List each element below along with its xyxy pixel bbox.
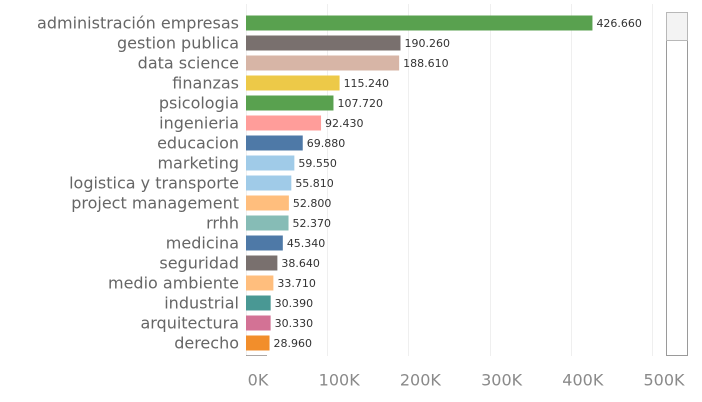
bar-10[interactable] bbox=[246, 215, 289, 231]
category-label-1: gestion publica bbox=[117, 34, 239, 53]
category-label-14: industrial bbox=[164, 294, 239, 313]
x-tick-label-3: 300K bbox=[481, 371, 523, 390]
x-tick-label-2: 200K bbox=[400, 371, 442, 390]
category-label-2: data science bbox=[138, 54, 239, 73]
category-label-3: finanzas bbox=[172, 74, 239, 93]
bar-11[interactable] bbox=[246, 235, 283, 251]
category-label-5: ingenieria bbox=[159, 114, 239, 133]
category-label-12: seguridad bbox=[159, 254, 239, 273]
value-labels: 426.660 190.260 188.610 115.240 107.720 92.43… bbox=[274, 17, 642, 350]
scrollbar-thumb[interactable] bbox=[666, 12, 688, 41]
bar-0[interactable] bbox=[246, 15, 593, 31]
x-axis-ticks: 0K 100K 200K 300K 400K 500K bbox=[248, 371, 685, 390]
scrollbar-track[interactable] bbox=[666, 12, 688, 356]
value-label-2: 188.610 bbox=[403, 57, 449, 70]
value-label-4: 107.720 bbox=[337, 97, 383, 110]
bar-7[interactable] bbox=[246, 155, 295, 171]
value-label-16: 28.960 bbox=[274, 337, 313, 350]
bar-9[interactable] bbox=[246, 195, 289, 211]
value-label-10: 52.370 bbox=[293, 217, 332, 230]
category-label-11: medicina bbox=[166, 234, 239, 253]
value-label-3: 115.240 bbox=[344, 77, 390, 90]
category-label-0: administración empresas bbox=[37, 14, 239, 33]
value-label-5: 92.430 bbox=[325, 117, 364, 130]
category-label-9: project management bbox=[71, 194, 239, 213]
x-tick-label-4: 400K bbox=[562, 371, 604, 390]
category-label-6: educacion bbox=[157, 134, 239, 153]
value-label-15: 30.330 bbox=[275, 317, 314, 330]
bar-14[interactable] bbox=[246, 295, 271, 311]
value-label-9: 52.800 bbox=[293, 197, 332, 210]
x-tick-label-1: 100K bbox=[319, 371, 361, 390]
bar-8[interactable] bbox=[246, 175, 292, 191]
value-label-8: 55.810 bbox=[295, 177, 334, 190]
category-label-7: marketing bbox=[157, 154, 239, 173]
category-label-8: logistica y transporte bbox=[69, 174, 239, 193]
bar-4[interactable] bbox=[246, 95, 334, 111]
bar-layer bbox=[246, 15, 593, 356]
bar-16[interactable] bbox=[246, 335, 270, 351]
category-label-15: arquitectura bbox=[140, 314, 239, 333]
category-label-4: psicologia bbox=[159, 94, 239, 113]
value-label-11: 45.340 bbox=[287, 237, 326, 250]
value-label-6: 69.880 bbox=[307, 137, 346, 150]
vertical-scrollbar[interactable] bbox=[666, 12, 688, 356]
value-label-14: 30.390 bbox=[275, 297, 314, 310]
bar-3[interactable] bbox=[246, 75, 340, 91]
value-label-1: 190.260 bbox=[404, 37, 450, 50]
category-label-16: derecho bbox=[174, 334, 239, 353]
x-tick-label-5: 500K bbox=[643, 371, 685, 390]
bar-5[interactable] bbox=[246, 115, 322, 131]
bar-2[interactable] bbox=[246, 55, 400, 71]
bar-partial-next bbox=[246, 355, 267, 356]
x-tick-label-0: 0K bbox=[248, 371, 269, 390]
bar-6[interactable] bbox=[246, 135, 303, 151]
category-label-13: medio ambiente bbox=[108, 274, 239, 293]
bar-13[interactable] bbox=[246, 275, 274, 291]
value-label-13: 33.710 bbox=[277, 277, 316, 290]
value-label-0: 426.660 bbox=[596, 17, 642, 30]
category-label-10: rrhh bbox=[206, 214, 239, 233]
bar-12[interactable] bbox=[246, 255, 278, 271]
bar-15[interactable] bbox=[246, 315, 271, 331]
value-label-12: 38.640 bbox=[281, 257, 320, 270]
value-label-7: 59.550 bbox=[298, 157, 337, 170]
bar-1[interactable] bbox=[246, 35, 401, 51]
